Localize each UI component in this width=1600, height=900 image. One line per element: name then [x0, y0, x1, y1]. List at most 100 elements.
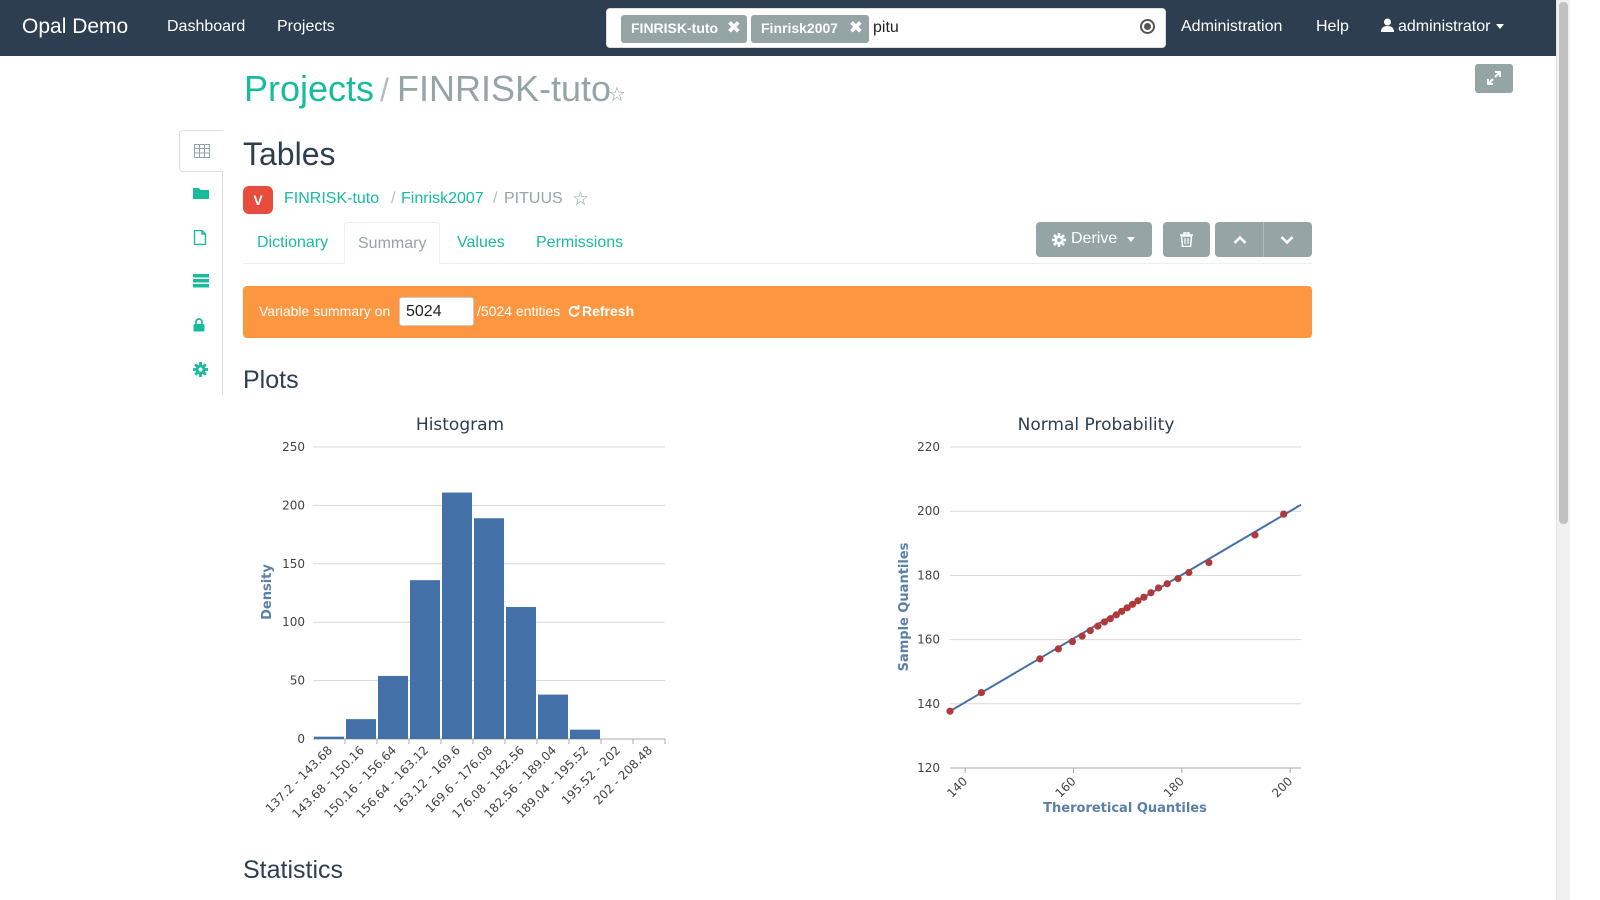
tab-label: Summary — [358, 235, 427, 252]
data-point — [946, 707, 954, 715]
chevron-up-icon — [1233, 235, 1247, 244]
data-point — [1054, 645, 1062, 653]
delete-button[interactable] — [1163, 222, 1210, 257]
data-point — [1128, 600, 1137, 608]
summary-label: Variable summary on — [259, 303, 391, 319]
gear-icon — [1052, 233, 1066, 247]
histogram-bar — [442, 492, 472, 739]
derive-button[interactable]: Derive — [1036, 222, 1152, 257]
y-axis-label: Density — [260, 564, 275, 620]
y-tick-label: 140 — [917, 697, 940, 711]
y-tick-label: 150 — [282, 557, 305, 571]
data-point — [977, 688, 986, 697]
project-title: FINRISK-tuto — [397, 68, 612, 109]
previous-variable-button[interactable] — [1215, 222, 1263, 257]
navigation-button-group — [1215, 222, 1312, 257]
x-tick-label: 160 — [1053, 774, 1079, 800]
y-tick-label: 0 — [297, 732, 305, 746]
refresh-link[interactable]: Refresh — [568, 303, 634, 319]
caret-down-icon — [1496, 24, 1505, 30]
brand-logo[interactable]: Opal Demo — [22, 15, 129, 38]
y-tick-label: 200 — [282, 498, 305, 512]
projects-link[interactable]: Projects — [244, 68, 375, 109]
data-point — [1251, 531, 1259, 539]
user-menu[interactable]: administrator — [1381, 18, 1505, 36]
tab-permissions[interactable]: Permissions — [536, 234, 624, 251]
expand-icon — [1487, 71, 1501, 85]
histogram-bar — [474, 518, 504, 739]
histogram-bar — [314, 736, 344, 739]
nav-dashboard[interactable]: Dashboard — [167, 18, 246, 35]
next-variable-button[interactable] — [1264, 222, 1312, 257]
scrollbar-thumb[interactable] — [1559, 2, 1568, 524]
file-icon — [193, 230, 207, 245]
data-point — [1068, 637, 1077, 646]
data-point — [1134, 597, 1142, 605]
x-tick-label: 140 — [944, 774, 970, 800]
refresh-icon — [568, 305, 580, 317]
y-tick-label: 120 — [917, 761, 940, 775]
y-tick-label: 50 — [290, 674, 305, 688]
histogram-bar — [410, 580, 440, 739]
sidebar-item-reports[interactable] — [179, 217, 223, 259]
tag-label: Finrisk2007 — [761, 20, 839, 36]
nav-projects[interactable]: Projects — [277, 18, 335, 35]
fullscreen-button[interactable] — [1475, 64, 1513, 93]
sidebar-item-administration[interactable] — [179, 349, 223, 391]
remove-tag-icon[interactable]: ✖ — [726, 18, 741, 37]
data-point — [1185, 568, 1193, 577]
section-title-tables: Tables — [243, 136, 336, 172]
tab-values[interactable]: Values — [457, 234, 505, 251]
x-tick-label: 200 — [1269, 774, 1295, 800]
trash-icon — [1180, 232, 1193, 247]
data-point — [1078, 632, 1086, 640]
project-sidebar — [179, 130, 224, 395]
summary-bar: Variable summary on /5024 entities Refre… — [243, 286, 1312, 338]
x-axis-label: Theroretical Quantiles — [1043, 801, 1207, 816]
user-icon — [1381, 18, 1394, 32]
histogram-bar — [538, 694, 568, 739]
breadcrumb-table[interactable]: Finrisk2007 — [401, 190, 484, 207]
tab-summary[interactable]: Summary — [344, 222, 440, 264]
data-point — [1123, 604, 1131, 612]
data-point — [1163, 580, 1171, 588]
chevron-down-icon — [1280, 236, 1294, 245]
sidebar-item-tasks[interactable] — [179, 261, 223, 303]
data-point — [1147, 589, 1155, 597]
data-point — [1205, 558, 1213, 567]
star-icon[interactable]: ☆ — [608, 84, 626, 106]
chart-title: Histogram — [416, 415, 504, 435]
histogram-bar — [570, 729, 600, 739]
button-divider — [1263, 222, 1264, 257]
section-title-plots: Plots — [243, 366, 299, 394]
y-tick-label: 100 — [282, 615, 305, 629]
histogram-bar — [346, 719, 376, 739]
nav-help[interactable]: Help — [1316, 18, 1349, 35]
search-input[interactable]: FINRISK-tuto ✖ Finrisk2007 ✖ pitu — [606, 8, 1166, 48]
remove-tag-icon[interactable]: ✖ — [848, 18, 863, 37]
server-icon — [193, 274, 209, 288]
search-query[interactable]: pitu — [873, 19, 899, 36]
sidebar-item-tables[interactable] — [179, 130, 224, 172]
histogram-bar — [506, 607, 536, 739]
sidebar-item-files[interactable] — [179, 173, 223, 215]
nav-administration[interactable]: Administration — [1181, 18, 1283, 35]
search-tag-table: Finrisk2007 ✖ — [751, 15, 869, 43]
data-point — [1154, 584, 1163, 592]
tab-dictionary[interactable]: Dictionary — [257, 234, 329, 251]
gear-icon — [193, 362, 208, 377]
y-tick-label: 220 — [917, 440, 940, 454]
chart-title: Normal Probability — [1018, 415, 1175, 435]
favorite-star-icon[interactable]: ☆ — [572, 189, 590, 210]
data-point — [1094, 622, 1102, 630]
data-point — [1140, 593, 1148, 601]
data-point — [1106, 615, 1114, 623]
summary-total: /5024 entities — [477, 303, 561, 319]
clear-search-icon[interactable] — [1140, 19, 1155, 34]
sidebar-item-permissions[interactable] — [179, 305, 223, 347]
breadcrumb-project[interactable]: FINRISK-tuto — [284, 190, 380, 207]
entities-count-input[interactable] — [399, 297, 474, 326]
data-point — [1086, 627, 1094, 635]
y-tick-label: 250 — [282, 440, 305, 454]
